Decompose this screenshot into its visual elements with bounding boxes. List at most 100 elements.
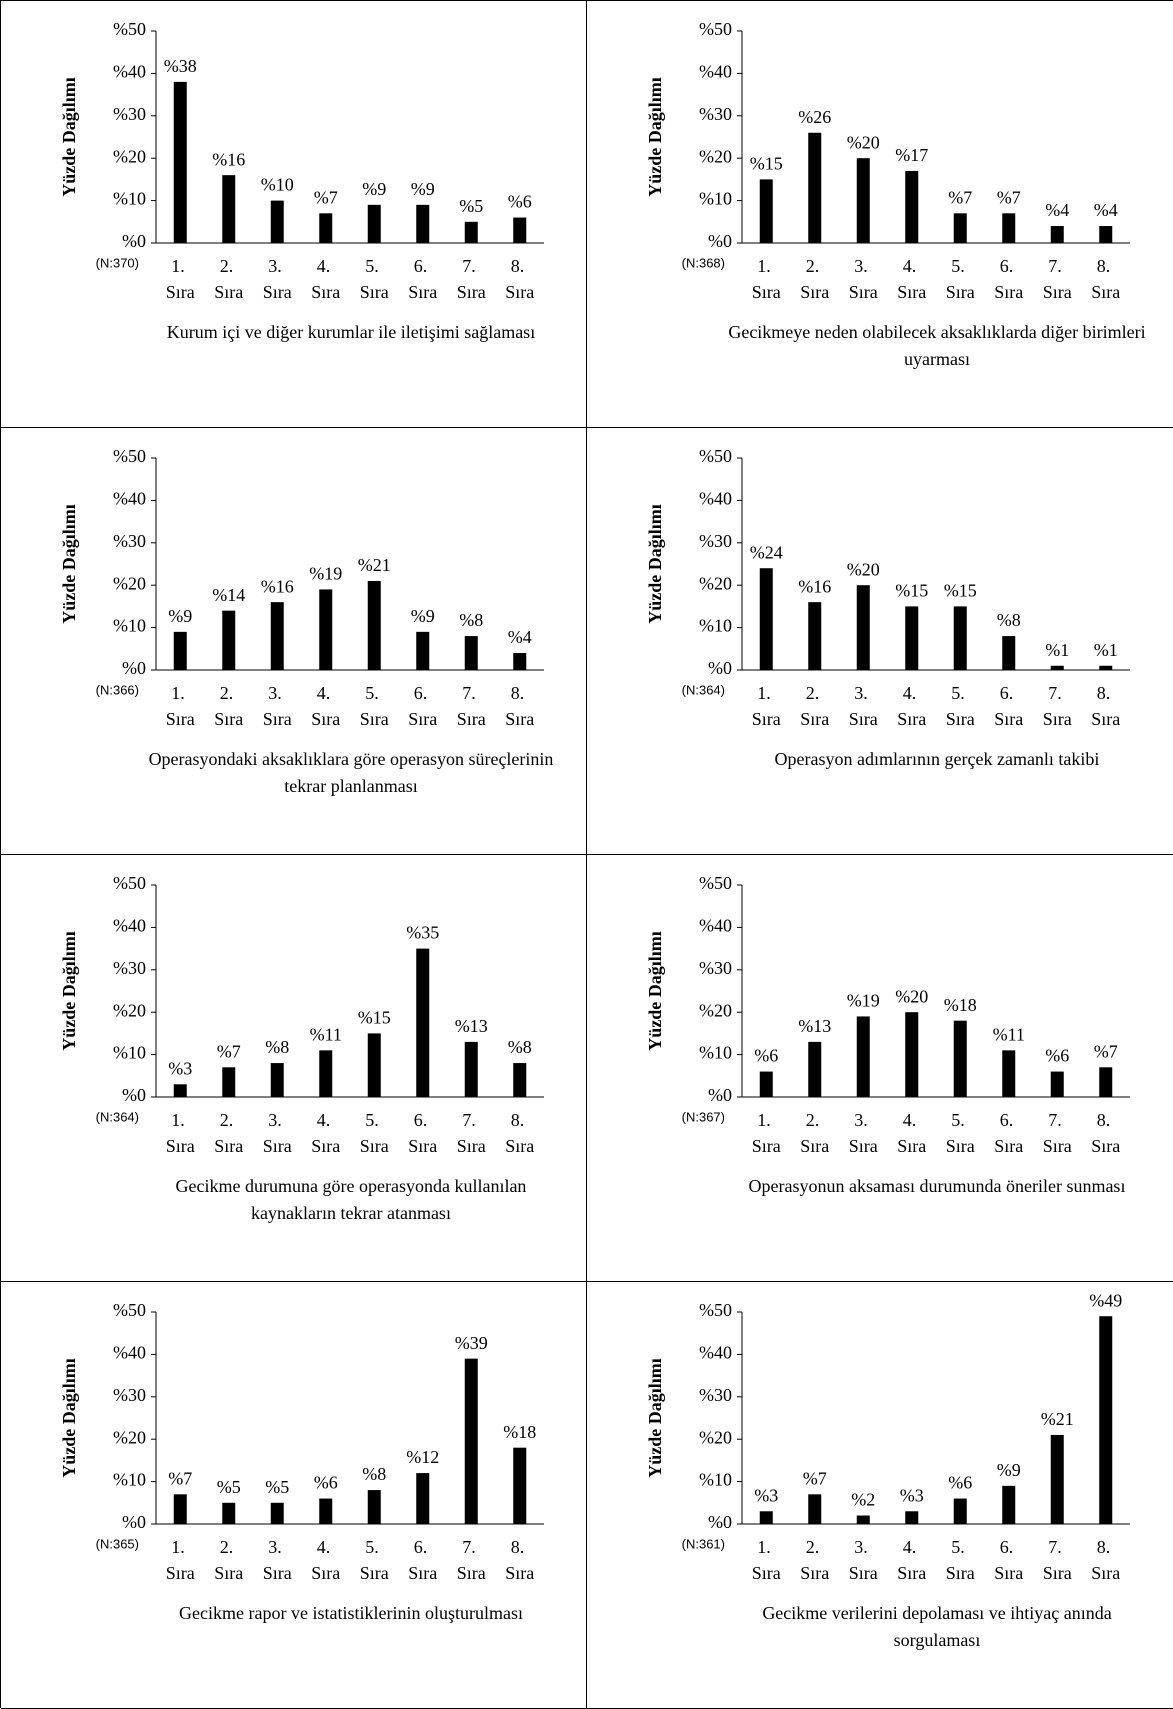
bar — [1050, 665, 1064, 670]
x-tick-label: 4. Sıra — [311, 1537, 340, 1583]
value-label: %7 — [1094, 1041, 1118, 1061]
x-tick-label: 6. Sıra — [408, 1537, 437, 1583]
bar — [416, 1473, 430, 1524]
value-label: %9 — [411, 179, 435, 199]
x-tick-label: 2. Sıra — [800, 1110, 829, 1156]
y-tick-label: %30 — [113, 958, 146, 978]
bar — [953, 606, 967, 670]
x-tick-label: 5. Sıra — [946, 1110, 975, 1156]
x-tick-label: 7. Sıra — [457, 256, 486, 302]
bar — [1002, 1050, 1016, 1097]
value-label: %4 — [1045, 200, 1069, 220]
bar — [464, 1041, 478, 1097]
bar — [1099, 226, 1113, 243]
value-label: %3 — [168, 1058, 192, 1078]
chart: Yüzde Dağılımı %0 %10 %20 %30 %40 %50 (N:370) 1.… — [59, 19, 544, 302]
value-label: %7 — [168, 1468, 192, 1488]
value-label: %35 — [406, 923, 439, 943]
chart-cell: Yüzde Dağılımı %0 %10 %20 %30 %40 %50 (N:364) 1.… — [1, 855, 587, 1282]
chart-cell: Yüzde Dağılımı %0 %10 %20 %30 %40 %50 (N:364) 1.… — [587, 428, 1173, 855]
chart-caption: Kurum içi ve diğer kurumlar ile iletişim… — [166, 322, 536, 342]
bar — [319, 1498, 333, 1524]
y-tick-label: %20 — [113, 573, 146, 593]
value-label: %16 — [798, 576, 831, 596]
bar — [222, 175, 236, 243]
bar — [270, 1502, 284, 1524]
bar — [367, 580, 381, 670]
value-label: %1 — [1045, 640, 1069, 660]
x-tick-label: 5. Sıra — [360, 1537, 389, 1583]
bar — [1099, 1067, 1113, 1097]
y-tick-label: %40 — [113, 62, 146, 82]
x-tick-label: 8. Sıra — [505, 1537, 534, 1583]
x-tick-label: 2. Sıra — [214, 683, 243, 729]
chart-caption: Operasyon adımlarının gerçek zamanlı tak… — [774, 749, 1100, 769]
y-tick-label: %40 — [113, 489, 146, 509]
x-tick-label: 1. Sıra — [752, 1110, 781, 1156]
bar — [222, 610, 236, 670]
x-tick-label: 4. Sıra — [897, 256, 926, 302]
x-tick-label: 3. Sıra — [263, 683, 292, 729]
bar — [856, 1515, 870, 1524]
y-tick-label: %10 — [699, 1043, 732, 1063]
x-tick-label: 5. Sıra — [946, 256, 975, 302]
value-label: %15 — [944, 581, 977, 601]
value-label: %6 — [508, 192, 532, 212]
value-label: %11 — [310, 1024, 342, 1044]
y-tick-label: %0 — [122, 231, 146, 251]
chart-caption: Gecikme rapor ve istatistiklerinin oluşt… — [179, 1603, 523, 1623]
sample-size-note: (N:366) — [96, 682, 139, 697]
y-tick-label: %20 — [699, 1000, 732, 1020]
value-label: %9 — [411, 606, 435, 626]
bar — [270, 602, 284, 670]
bar — [1002, 1485, 1016, 1524]
chart-caption: Gecikme durumuna göre operasyonda kullan… — [175, 1176, 527, 1223]
bar — [416, 204, 430, 243]
chart: Yüzde Dağılımı %0 %10 %20 %30 %40 %50 (N:365) 1.… — [59, 1300, 544, 1583]
x-tick-label: 6. Sıra — [994, 683, 1023, 729]
x-tick-label: 7. Sıra — [1043, 256, 1072, 302]
x-tick-label: 1. Sıra — [166, 1537, 195, 1583]
bar — [905, 1511, 919, 1524]
y-tick-label: %10 — [113, 1470, 146, 1490]
x-tick-label: 5. Sıra — [360, 1110, 389, 1156]
value-label: %5 — [265, 1477, 289, 1497]
x-tick-label: 1. Sıra — [752, 683, 781, 729]
bar — [464, 221, 478, 243]
chart: Yüzde Dağılımı %0 %10 %20 %30 %40 %50 (N:367) 1.… — [645, 873, 1130, 1156]
x-tick-label: 6. Sıra — [994, 1110, 1023, 1156]
x-tick-label: 7. Sıra — [457, 683, 486, 729]
chart-cell: Yüzde Dağılımı %0 %10 %20 %30 %40 %50 (N:368) 1.… — [587, 1, 1173, 428]
sample-size-note: (N:364) — [682, 682, 725, 697]
sample-size-note: (N:364) — [96, 1109, 139, 1124]
bar — [808, 602, 822, 670]
value-label: %20 — [847, 559, 880, 579]
y-axis-label: Yüzde Dağılımı — [645, 504, 665, 624]
x-tick-label: 8. Sıra — [505, 256, 534, 302]
chart-caption: Gecikme verilerini depolaması ve ihtiyaç… — [762, 1603, 1112, 1650]
y-tick-label: %20 — [113, 1427, 146, 1447]
value-label: %8 — [997, 610, 1021, 630]
value-label: %20 — [847, 132, 880, 152]
y-tick-label: %40 — [699, 489, 732, 509]
bar — [759, 568, 773, 670]
bar — [905, 170, 919, 243]
y-tick-label: %40 — [699, 916, 732, 936]
x-tick-label: 6. Sıra — [408, 1110, 437, 1156]
y-tick-label: %20 — [113, 1000, 146, 1020]
x-tick-label: 6. Sıra — [994, 256, 1023, 302]
y-tick-label: %0 — [708, 231, 732, 251]
x-tick-label: 8. Sıra — [1091, 683, 1120, 729]
x-tick-label: 1. Sıra — [166, 1110, 195, 1156]
value-label: %8 — [508, 1037, 532, 1057]
bar — [905, 1012, 919, 1097]
value-label: %5 — [459, 196, 483, 216]
x-tick-label: 3. Sıra — [849, 1537, 878, 1583]
y-tick-label: %40 — [113, 1343, 146, 1363]
y-tick-label: %50 — [699, 19, 732, 39]
chart-cell: Yüzde Dağılımı %0 %10 %20 %30 %40 %50 (N:361) 1.… — [587, 1282, 1173, 1709]
y-tick-label: %10 — [699, 189, 732, 209]
x-tick-label: 8. Sıra — [505, 683, 534, 729]
y-tick-label: %0 — [708, 658, 732, 678]
value-label: %6 — [1045, 1046, 1069, 1066]
